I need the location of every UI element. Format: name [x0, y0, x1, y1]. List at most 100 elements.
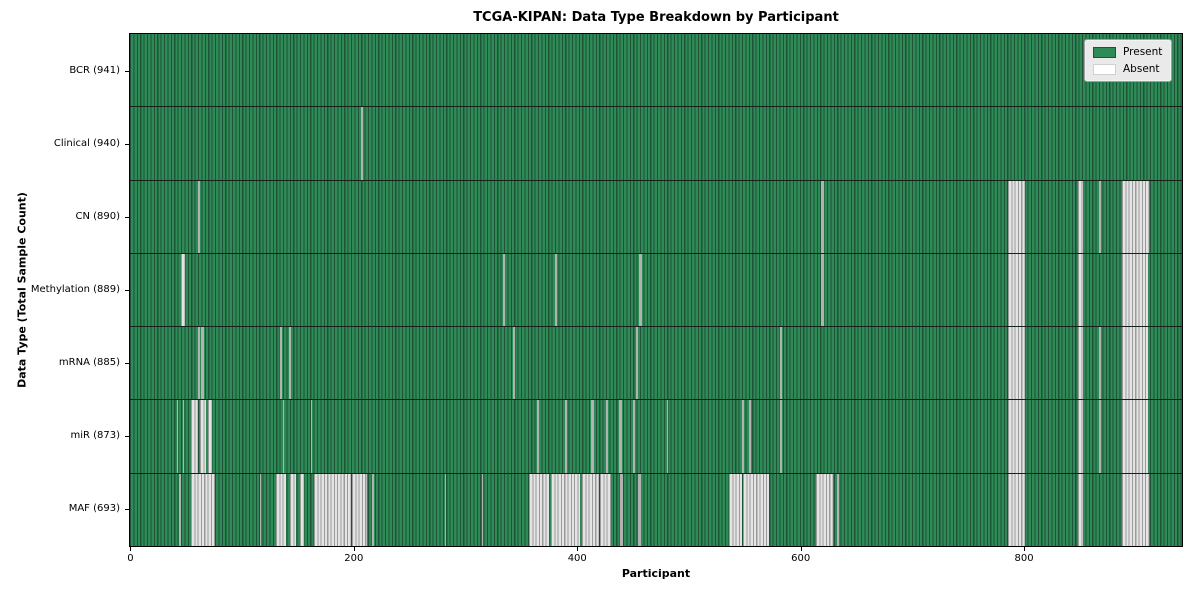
absent-stripe [1078, 400, 1083, 473]
absent-stripe [200, 400, 206, 473]
absent-stripe [536, 400, 539, 473]
absent-stripe [1121, 400, 1148, 473]
absent-stripe [620, 473, 623, 546]
absent-stripe [821, 180, 824, 253]
absent-stripe [1121, 180, 1149, 253]
absent-stripe [667, 400, 669, 473]
x-tick-mark [130, 547, 132, 551]
absent-stripe [179, 473, 182, 546]
absent-stripe [1098, 180, 1101, 253]
heatmap-row-bcr [130, 34, 1182, 108]
absent-stripe [198, 327, 201, 400]
absent-stripe [445, 473, 447, 546]
absent-stripe [513, 327, 516, 400]
absent-stripe [276, 473, 287, 546]
absent-stripe [1121, 327, 1148, 400]
absent-stripe [361, 107, 364, 180]
x-tick-label-400: 400 [567, 553, 587, 564]
absent-stripe [780, 400, 783, 473]
absent-stripe [638, 473, 641, 546]
absent-stripe [528, 473, 549, 546]
absent-stripe [600, 473, 612, 546]
y-tick-mark [125, 216, 129, 218]
absent-stripe [551, 473, 581, 546]
x-tick-label-600: 600 [791, 553, 811, 564]
absent-stripe [780, 327, 783, 400]
heatmap-row-mrna [130, 327, 1182, 401]
y-tick-mark [125, 290, 129, 291]
absent-stripe [632, 400, 635, 473]
absent-stripe [1098, 327, 1101, 400]
absent-stripe [1078, 180, 1083, 253]
absent-stripe [310, 400, 313, 473]
absent-stripe [1008, 180, 1025, 253]
absent-stripe [1098, 400, 1101, 473]
absent-stripe [1078, 253, 1083, 327]
heatmap-row-cn [130, 180, 1182, 254]
absent-stripe [1008, 473, 1025, 546]
y-tick-mark [125, 509, 129, 511]
absent-stripe [564, 400, 567, 473]
absent-stripe [821, 253, 824, 327]
absent-stripe [636, 327, 639, 400]
y-tick-label-bcr: BCR (941) [69, 64, 120, 76]
absent-stripe [191, 400, 199, 473]
absent-stripe [1008, 327, 1025, 400]
y-tick-mark [125, 70, 129, 72]
absent-swatch-icon [1093, 63, 1116, 75]
present-swatch-icon [1093, 46, 1116, 58]
absent-stripe [283, 400, 285, 473]
absent-stripe [176, 400, 179, 473]
absent-stripe [554, 253, 557, 327]
absent-stripe [503, 253, 506, 327]
x-tick-label-0: 0 [127, 553, 134, 564]
x-axis-label: Participant [621, 567, 691, 580]
x-tick-mark [800, 547, 802, 551]
absent-stripe [815, 473, 833, 546]
absent-stripe [372, 473, 374, 546]
x-tick-label-800: 800 [1014, 553, 1034, 564]
y-tick-label-mir: miR (873) [70, 430, 120, 442]
y-tick-label-mrna: mRNA (885) [58, 357, 120, 369]
chart-title: TCGA-KIPAN: Data Type Breakdown by Parti… [473, 10, 839, 25]
absent-stripe [743, 473, 769, 546]
absent-stripe [198, 180, 201, 253]
absent-stripe [201, 327, 204, 400]
plot-area [129, 33, 1183, 547]
absent-stripe [1008, 253, 1025, 327]
absent-stripe [299, 473, 305, 546]
absent-stripe [259, 473, 261, 546]
absent-stripe [605, 400, 609, 473]
heatmap-row-methylation [130, 253, 1182, 328]
absent-stripe [182, 400, 184, 473]
y-tick-mark [125, 143, 129, 145]
absent-stripe [181, 253, 185, 327]
absent-stripe [1121, 473, 1149, 546]
absent-stripe [591, 400, 594, 473]
legend: Present Absent [1084, 39, 1173, 82]
absent-stripe [288, 327, 291, 400]
absent-stripe [582, 473, 600, 546]
legend-label-present: Present [1123, 46, 1163, 58]
absent-stripe [619, 400, 622, 473]
x-tick-mark [577, 547, 579, 551]
y-tick-mark [125, 436, 129, 438]
absent-stripe [728, 473, 743, 546]
heatmap-row-mir [130, 400, 1182, 474]
absent-stripe [1078, 327, 1083, 400]
y-tick-label-cn: CN (890) [75, 210, 120, 222]
legend-item-absent: Absent [1093, 63, 1162, 75]
absent-stripe [481, 473, 483, 546]
absent-stripe [208, 400, 212, 473]
absent-stripe [314, 473, 352, 546]
absent-stripe [742, 400, 745, 473]
x-tick-mark [1024, 547, 1026, 551]
y-tick-mark [125, 363, 129, 365]
absent-stripe [279, 327, 282, 400]
absent-stripe [837, 473, 840, 546]
absent-stripe [1008, 400, 1025, 473]
absent-stripe [748, 400, 752, 473]
absent-stripe [289, 473, 297, 546]
heatmap-row-maf [130, 473, 1182, 546]
